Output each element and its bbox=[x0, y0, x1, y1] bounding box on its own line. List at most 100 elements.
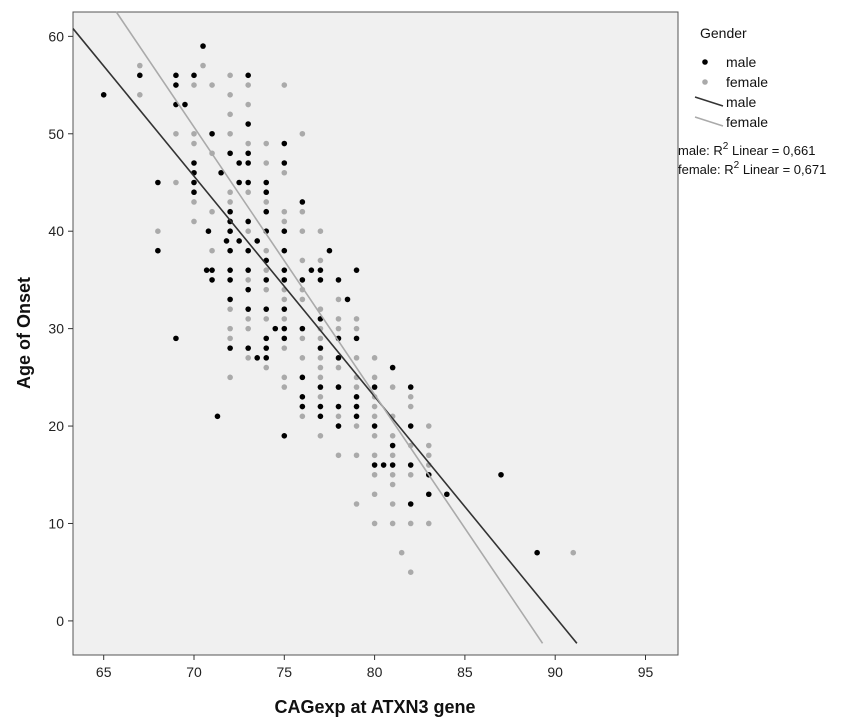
data-point-female bbox=[317, 228, 324, 235]
data-point-male bbox=[245, 160, 251, 166]
legend-label-female-point: female bbox=[726, 74, 768, 90]
data-point-male bbox=[444, 491, 450, 498]
data-point-male bbox=[344, 296, 351, 303]
data-point-female bbox=[407, 394, 414, 400]
data-point-male bbox=[335, 403, 342, 410]
data-point-female bbox=[173, 130, 179, 137]
data-point-male bbox=[389, 364, 396, 371]
data-point-female bbox=[425, 442, 432, 449]
data-point-male bbox=[353, 413, 360, 420]
data-point-male bbox=[299, 374, 306, 381]
y-tick-label: 40 bbox=[48, 223, 64, 239]
data-point-female bbox=[425, 423, 432, 429]
data-point-female bbox=[227, 335, 233, 342]
fit-line-male bbox=[72, 28, 578, 644]
data-point-female bbox=[317, 364, 324, 371]
data-point-female bbox=[371, 452, 378, 459]
data-point-female bbox=[335, 452, 342, 459]
data-point-female bbox=[155, 228, 161, 235]
data-point-male bbox=[263, 189, 270, 196]
data-point-male bbox=[203, 267, 210, 273]
legend-label-male-point: male bbox=[726, 54, 757, 70]
x-tick-label: 80 bbox=[367, 664, 383, 680]
data-point-male bbox=[335, 384, 342, 390]
data-point-female bbox=[227, 306, 233, 312]
data-point-female bbox=[317, 257, 324, 264]
data-point-female bbox=[281, 296, 288, 303]
y-axis: 0 10 20 30 40 50 60 bbox=[48, 28, 73, 629]
data-point-male bbox=[209, 277, 215, 283]
data-point-male bbox=[353, 394, 360, 400]
data-point-female bbox=[227, 92, 233, 98]
data-point-female bbox=[281, 82, 288, 88]
y-tick-label: 60 bbox=[48, 28, 64, 44]
data-point-male bbox=[299, 325, 306, 332]
data-point-female bbox=[353, 316, 360, 322]
data-point-female bbox=[191, 218, 197, 225]
data-point-male bbox=[182, 101, 188, 108]
data-point-female bbox=[227, 374, 233, 381]
legend-title: Gender bbox=[700, 25, 747, 41]
fit-line-female bbox=[115, 11, 544, 644]
data-point-male bbox=[214, 413, 221, 420]
data-point-female bbox=[317, 355, 324, 361]
data-point-male bbox=[335, 277, 342, 283]
data-point-male bbox=[227, 296, 233, 303]
data-point-female bbox=[173, 179, 179, 186]
data-point-male bbox=[407, 501, 414, 507]
data-point-female bbox=[335, 316, 342, 322]
y-tick-label: 50 bbox=[48, 126, 64, 142]
data-point-female bbox=[407, 569, 414, 575]
data-point-male bbox=[236, 238, 242, 244]
data-point-male bbox=[353, 335, 360, 342]
r2-label-female: female: R2 Linear = 0,671 bbox=[678, 160, 826, 177]
data-point-male bbox=[227, 267, 233, 273]
data-point-male bbox=[236, 179, 242, 186]
data-point-male bbox=[191, 189, 197, 196]
data-point-female bbox=[335, 413, 342, 420]
data-point-male bbox=[299, 199, 306, 205]
data-point-male bbox=[245, 345, 251, 351]
data-point-male bbox=[281, 325, 288, 332]
data-point-female bbox=[263, 247, 270, 254]
legend-label-male-line: male bbox=[726, 94, 757, 110]
data-point-male bbox=[317, 277, 324, 283]
data-points bbox=[100, 43, 577, 575]
data-point-female bbox=[407, 403, 414, 410]
data-point-female bbox=[353, 325, 360, 332]
data-point-female bbox=[200, 62, 206, 69]
data-point-female bbox=[353, 501, 360, 507]
data-point-male bbox=[281, 247, 288, 254]
data-point-male bbox=[155, 247, 161, 254]
data-point-male bbox=[227, 150, 233, 157]
data-point-male bbox=[534, 549, 540, 556]
data-point-female bbox=[245, 101, 251, 108]
data-point-male bbox=[263, 345, 270, 351]
data-point-male bbox=[407, 384, 414, 390]
data-point-male bbox=[308, 267, 315, 273]
data-point-female bbox=[281, 384, 288, 390]
data-point-female bbox=[245, 355, 251, 361]
data-point-male bbox=[263, 306, 270, 312]
data-point-male bbox=[245, 286, 251, 293]
data-point-female bbox=[191, 82, 197, 88]
data-point-male bbox=[326, 247, 333, 254]
plot-background bbox=[72, 11, 679, 656]
legend-line-female bbox=[694, 116, 724, 127]
y-tick-label: 10 bbox=[48, 515, 64, 531]
data-point-female bbox=[137, 92, 143, 98]
data-point-female bbox=[299, 257, 306, 264]
data-point-male bbox=[335, 355, 342, 361]
data-point-male bbox=[407, 462, 414, 468]
data-point-female bbox=[209, 247, 215, 254]
data-point-female bbox=[227, 189, 233, 196]
data-point-female bbox=[317, 374, 324, 381]
data-point-male bbox=[498, 471, 504, 478]
y-tick-label: 30 bbox=[48, 321, 64, 337]
x-tick-label: 95 bbox=[638, 664, 654, 680]
data-point-male bbox=[209, 267, 215, 273]
data-point-female bbox=[245, 228, 251, 235]
data-point-female bbox=[389, 452, 396, 459]
data-point-female bbox=[281, 345, 288, 351]
data-point-male bbox=[254, 238, 261, 244]
